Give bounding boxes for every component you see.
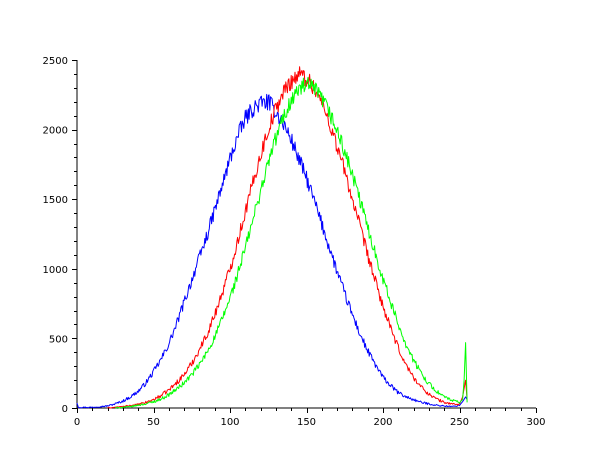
- y-tick-label: 2000: [43, 126, 68, 137]
- blue-channel-line: [76, 93, 468, 409]
- y-tick-label: 2500: [43, 56, 68, 67]
- y-tick-label: 0: [62, 404, 68, 415]
- x-tick-label: 50: [147, 417, 160, 428]
- axes: [72, 60, 537, 413]
- x-tick-label: 100: [220, 417, 239, 428]
- tick-labels: 0 50 100 150 200 250 300 0 500 1000 1500 2000 2500: [43, 56, 546, 428]
- y-tick-label: 1000: [43, 265, 68, 276]
- x-tick-label: 250: [450, 417, 469, 428]
- x-tick-label: 150: [297, 417, 316, 428]
- x-tick-label: 0: [74, 417, 80, 428]
- y-tick-label: 500: [49, 334, 68, 345]
- red-channel-line: [107, 66, 468, 409]
- y-tick-label: 1500: [43, 195, 68, 206]
- series-layer: [76, 66, 468, 409]
- x-tick-label: 200: [373, 417, 392, 428]
- green-channel-line: [115, 76, 468, 409]
- x-tick-label: 300: [526, 417, 545, 428]
